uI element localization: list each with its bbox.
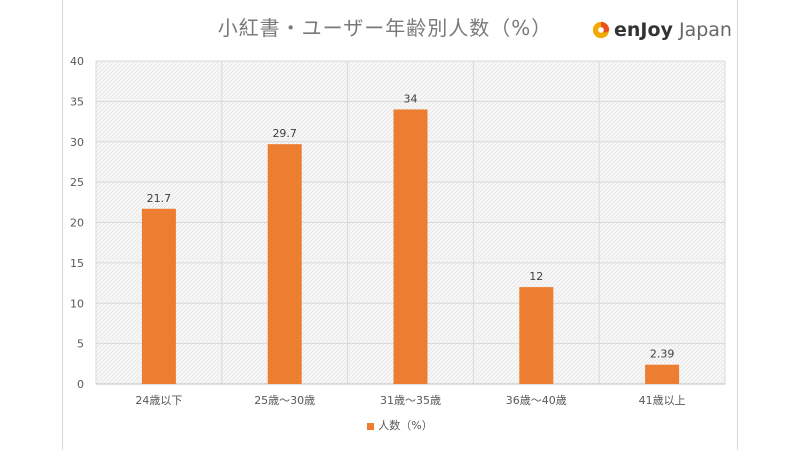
y-tick-label: 40 xyxy=(70,55,84,68)
bar xyxy=(519,287,554,384)
bar xyxy=(645,364,680,384)
y-tick-label: 10 xyxy=(70,297,84,310)
data-label: 29.7 xyxy=(272,127,297,140)
data-label: 21.7 xyxy=(147,192,172,205)
logo-text: enJoy Japan xyxy=(614,16,732,44)
x-tick-label: 25歳〜30歳 xyxy=(254,394,315,407)
bar xyxy=(141,208,176,384)
bar xyxy=(393,109,428,384)
y-tick-label: 15 xyxy=(70,257,84,270)
logo-text-light: Japan xyxy=(678,19,732,41)
enjoy-japan-logo: enJoy Japan xyxy=(592,16,732,44)
logo-swirl-icon xyxy=(592,21,610,39)
y-tick-label: 35 xyxy=(70,95,84,108)
data-label: 34 xyxy=(404,92,418,105)
x-tick-label: 31歳〜35歳 xyxy=(380,394,441,407)
chart-title: 小紅書・ユーザー年齢別人数（%） xyxy=(217,16,553,40)
y-tick-label: 25 xyxy=(70,176,84,189)
legend: 人数（%） xyxy=(0,417,800,433)
bar xyxy=(267,144,302,384)
legend-swatch xyxy=(367,422,375,430)
x-tick-label: 36歳〜40歳 xyxy=(506,394,567,407)
y-tick-label: 5 xyxy=(77,338,84,351)
logo-text-bold: enJoy xyxy=(614,19,673,41)
x-tick-label: 41歳以上 xyxy=(639,394,686,407)
data-label: 12 xyxy=(529,270,543,283)
data-label: 2.39 xyxy=(650,348,675,361)
y-tick-label: 20 xyxy=(70,217,84,230)
legend-label: 人数（%） xyxy=(378,419,433,432)
x-tick-label: 24歳以下 xyxy=(135,394,182,407)
y-tick-label: 30 xyxy=(70,136,84,149)
y-tick-label: 0 xyxy=(77,378,84,391)
